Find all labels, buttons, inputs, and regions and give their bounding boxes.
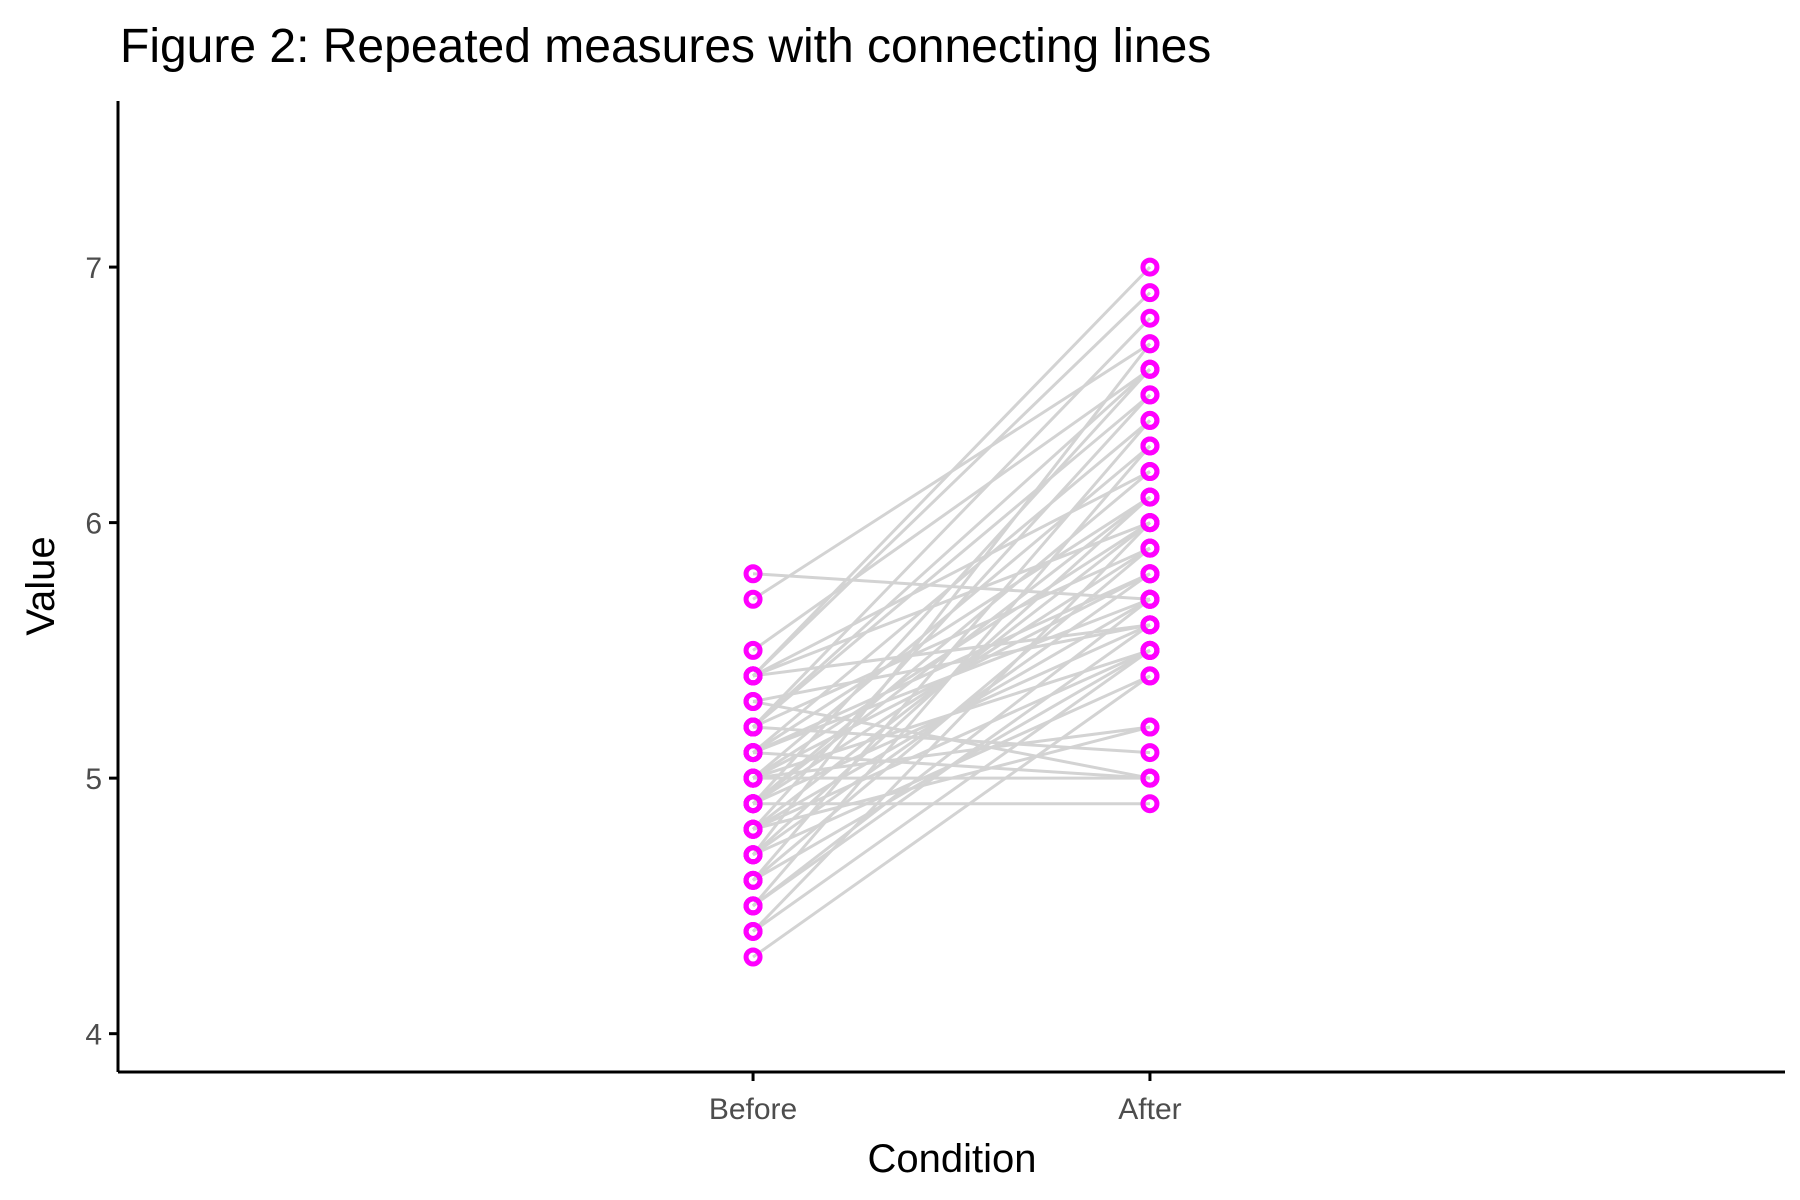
x-axis-title: Condition xyxy=(867,1137,1036,1181)
before-point xyxy=(743,589,763,609)
y-tick-label: 5 xyxy=(85,763,102,796)
connecting-line xyxy=(752,623,1151,908)
after-point xyxy=(1140,308,1160,328)
connecting-line xyxy=(752,393,1151,729)
before-point xyxy=(743,947,763,967)
connecting-line xyxy=(752,470,1151,678)
before-point xyxy=(743,794,763,814)
after-point xyxy=(1140,513,1160,533)
before-point xyxy=(743,691,763,711)
connecting-lines xyxy=(751,266,1152,959)
connecting-line xyxy=(752,368,1151,652)
connecting-line xyxy=(752,495,1151,754)
after-point xyxy=(1140,615,1160,635)
data-points xyxy=(743,257,1160,967)
y-tick-label: 7 xyxy=(85,252,102,285)
after-point xyxy=(1140,564,1160,584)
before-point xyxy=(743,896,763,916)
x-axis-ticks: Before After xyxy=(709,1072,1182,1126)
connecting-line xyxy=(751,317,1152,729)
after-point xyxy=(1140,666,1160,686)
connecting-line xyxy=(752,725,1151,831)
y-tick-label: 4 xyxy=(85,1019,102,1052)
after-point xyxy=(1140,794,1160,814)
connecting-line xyxy=(752,470,1151,805)
connecting-line xyxy=(752,291,1151,678)
connecting-line xyxy=(752,368,1151,729)
after-point xyxy=(1140,385,1160,405)
connecting-line xyxy=(752,700,1151,780)
after-point xyxy=(1140,359,1160,379)
y-axis-ticks: 4 5 6 7 xyxy=(85,252,118,1052)
after-point xyxy=(1140,436,1160,456)
connecting-line xyxy=(752,725,1151,780)
after-point xyxy=(1140,538,1160,558)
after-point xyxy=(1140,257,1160,277)
after-point xyxy=(1140,640,1160,660)
before-point xyxy=(743,819,763,839)
before-point xyxy=(743,666,763,686)
before-point xyxy=(743,921,763,941)
connecting-line xyxy=(752,649,1151,933)
before-point xyxy=(743,845,763,865)
connecting-line xyxy=(752,674,1151,959)
x-tick-label: After xyxy=(1118,1093,1181,1126)
connecting-line xyxy=(751,444,1152,907)
after-point xyxy=(1140,589,1160,609)
connecting-line xyxy=(751,266,1152,677)
y-axis-title: Value xyxy=(19,536,63,635)
connecting-line xyxy=(751,368,1152,805)
after-point xyxy=(1140,283,1160,303)
after-point xyxy=(1140,410,1160,430)
before-point xyxy=(743,743,763,763)
after-point xyxy=(1140,462,1160,482)
connecting-line xyxy=(752,572,1151,754)
x-tick-label: Before xyxy=(709,1093,797,1126)
connecting-line xyxy=(751,521,1152,933)
before-point xyxy=(743,768,763,788)
before-point xyxy=(743,870,763,890)
after-point xyxy=(1140,743,1160,763)
before-point xyxy=(743,717,763,737)
chart-title: Figure 2: Repeated measures with connect… xyxy=(120,20,1211,73)
after-point xyxy=(1140,717,1160,737)
before-point xyxy=(743,640,763,660)
before-point xyxy=(743,564,763,584)
after-point xyxy=(1140,768,1160,788)
after-point xyxy=(1140,334,1160,354)
y-tick-label: 6 xyxy=(85,508,102,541)
after-point xyxy=(1140,487,1160,507)
connecting-line xyxy=(751,393,1152,831)
